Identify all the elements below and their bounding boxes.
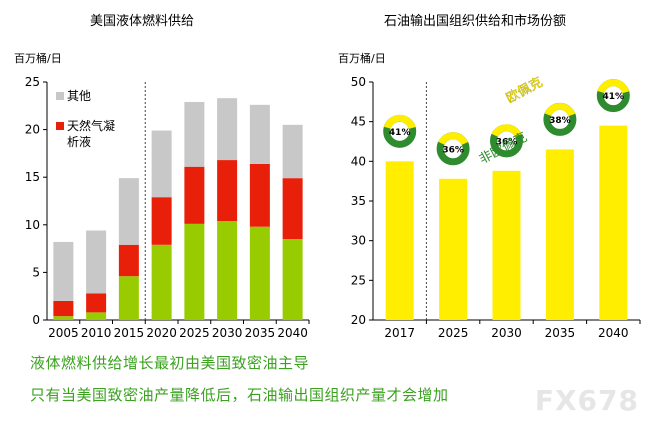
left-legend-swatch [56,92,64,100]
right-x-tick-label: 2025 [438,326,469,340]
right-chart-title: 石油输出国组织供给和市场份额 [384,14,567,29]
left-x-tick-label: 2025 [179,326,210,340]
right-y-axis-unit: 百万桶/日 [338,52,386,65]
right-bar [492,170,521,320]
opec-supply-market-share-chart: 20253035404550201741%202536%203036%20353… [351,75,641,340]
left-y-tick-label: 20 [25,123,40,137]
left-x-tick-label: 2040 [277,326,308,340]
left-bar-segment [118,276,139,320]
left-y-tick-label: 10 [25,218,40,232]
left-bar-segment [217,220,238,320]
right-y-tick-label: 45 [351,115,366,129]
left-legend-label: 天然气凝 [67,118,115,133]
left-legend-label-cont: 析液 [67,134,91,149]
left-bar-segment [184,101,205,167]
left-bar-segment [53,241,74,301]
left-x-tick-label: 2020 [146,326,177,340]
right-y-tick-label: 50 [351,75,366,89]
left-bar-segment [86,293,107,313]
right-y-tick-label: 25 [351,273,366,287]
left-bar-segment [184,166,205,224]
left-x-tick-label: 2015 [114,326,145,340]
left-bar-segment [217,98,238,161]
market-share-opec-arc [490,124,523,158]
market-share-opec-arc [383,114,417,148]
caption-line-1: 液体燃料供给增长最初由美国致密油主导 [30,354,310,372]
market-share-label: 36% [442,145,464,155]
market-share-opec-arc [543,102,577,136]
market-share-label: 38% [549,116,571,126]
market-share-opec-arc [596,79,630,113]
right-bar [545,149,574,320]
left-x-tick-label: 2005 [48,326,79,340]
caption-line-2: 只有当美国致密油产量降低后，石油输出国组织产量才会增加 [30,386,449,404]
right-x-tick-label: 2040 [598,326,629,340]
right-y-tick-label: 40 [351,154,366,168]
left-legend-label: 其他 [67,89,91,103]
right-x-tick-label: 2017 [384,326,415,340]
left-bar-segment [53,300,74,317]
left-legend-swatch [56,122,64,130]
right-y-tick-label: 20 [351,313,366,327]
left-x-tick-label: 2035 [245,326,276,340]
right-bar [385,161,414,320]
left-bar-segment [151,197,172,245]
left-bar-segment [249,226,270,320]
right-x-tick-label: 2035 [545,326,576,340]
left-bar-segment [86,230,107,294]
left-bar-segment [249,163,270,227]
left-bar-segment [118,244,139,277]
left-bar-segment [282,178,303,240]
left-bar-segment [151,130,172,198]
left-bar-segment [282,124,303,179]
left-bar-segment [86,312,107,320]
right-y-tick-label: 30 [351,234,366,248]
left-bar-segment [118,178,139,245]
left-y-tick-label: 0 [32,313,40,327]
left-y-tick-label: 25 [25,75,40,89]
watermark: FX678 [534,384,639,417]
left-x-tick-label: 2010 [81,326,112,340]
left-bar-segment [151,244,172,320]
left-bar-segment [249,104,270,164]
left-y-axis-unit: 百万桶/日 [14,52,62,65]
right-bar [439,178,468,320]
market-share-opec-arc [436,132,470,166]
left-bar-segment [282,239,303,320]
left-y-tick-label: 5 [32,265,40,279]
right-x-tick-label: 2030 [491,326,522,340]
left-bar-segment [184,223,205,320]
market-share-label: 41% [603,92,625,102]
market-share-label: 41% [389,128,411,138]
left-y-tick-label: 15 [25,170,40,184]
right-y-tick-label: 35 [351,194,366,208]
opec-annotation: 欧佩克 [504,75,545,107]
left-bar-segment [53,316,74,320]
left-bar-segment [217,160,238,221]
right-bar [599,125,628,320]
left-chart-title: 美国液体燃料供给 [90,14,195,29]
market-share-label: 36% [496,137,518,147]
left-x-tick-label: 2030 [212,326,243,340]
